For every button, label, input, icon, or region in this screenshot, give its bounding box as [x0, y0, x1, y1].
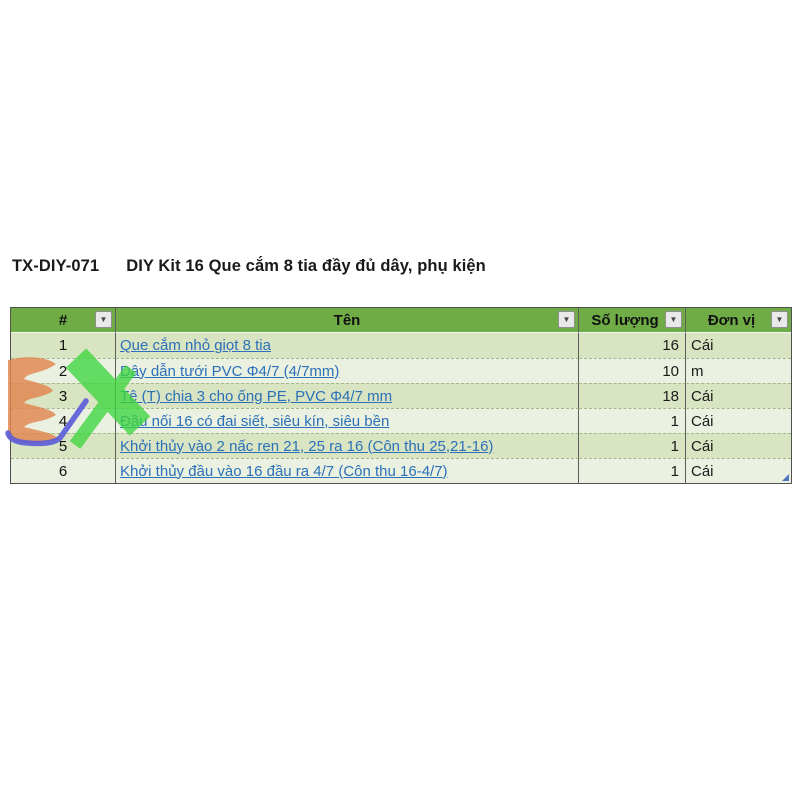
cell-name: Tê (T) chia 3 cho ống PE, PVC Φ4/7 mm — [116, 383, 579, 408]
product-link[interactable]: Khởi thủy đầu vào 16 đầu ra 4/7 (Côn thu… — [120, 462, 448, 480]
table-row: 4 Đầu nối 16 có đai siết, siêu kín, siêu… — [11, 408, 791, 433]
column-header-index: # ▼ — [11, 308, 116, 333]
cell-name: Dây dẫn tưới PVC Φ4/7 (4/7mm) — [116, 358, 579, 383]
table-row: 5 Khởi thủy vào 2 nấc ren 21, 25 ra 16 (… — [11, 433, 791, 458]
cell-name: Que cắm nhỏ giọt 8 tia — [116, 333, 579, 358]
cell-qty: 10 — [579, 358, 686, 383]
cell-index: 2 — [11, 358, 116, 383]
chevron-down-icon: ▼ — [99, 314, 108, 324]
cell-unit: Cái — [686, 458, 791, 483]
table-row: 3 Tê (T) chia 3 cho ống PE, PVC Φ4/7 mm … — [11, 383, 791, 408]
cell-unit: Cái — [686, 333, 791, 358]
cell-unit: Cái — [686, 433, 791, 458]
product-link[interactable]: Que cắm nhỏ giọt 8 tia — [120, 337, 271, 354]
column-header-name-label: Tên — [333, 311, 361, 329]
cell-qty: 16 — [579, 333, 686, 358]
table-row: 1 Que cắm nhỏ giọt 8 tia 16 Cái — [11, 333, 791, 358]
column-header-unit: Đơn vị ▼ — [686, 308, 791, 333]
column-header-qty-label: Số lượng — [591, 311, 659, 329]
page-title: TX-DIY-071 DIY Kit 16 Que cắm 8 tia đầy đ… — [12, 257, 486, 276]
column-header-index-label: # — [58, 311, 68, 329]
cell-unit: Cái — [686, 408, 791, 433]
chevron-down-icon: ▼ — [669, 314, 678, 324]
product-link[interactable]: Dây dẫn tưới PVC Φ4/7 (4/7mm) — [120, 362, 340, 380]
filter-dropdown-button[interactable]: ▼ — [558, 311, 575, 328]
cell-name: Khởi thủy đầu vào 16 đầu ra 4/7 (Côn thu… — [116, 458, 579, 483]
cell-qty: 1 — [579, 433, 686, 458]
table-header-row: # ▼ Tên ▼ Số lượng ▼ Đơn vị ▼ — [11, 308, 791, 333]
product-table: # ▼ Tên ▼ Số lượng ▼ Đơn vị ▼ 1 Que cắm … — [10, 307, 792, 484]
filter-dropdown-button[interactable]: ▼ — [95, 311, 112, 328]
column-header-qty: Số lượng ▼ — [579, 308, 686, 333]
cell-qty: 18 — [579, 383, 686, 408]
filter-dropdown-button[interactable]: ▼ — [665, 311, 682, 328]
chevron-down-icon: ▼ — [775, 314, 784, 324]
table-row: 6 Khởi thủy đầu vào 16 đầu ra 4/7 (Côn t… — [11, 458, 791, 483]
cell-unit: m — [686, 358, 791, 383]
product-link[interactable]: Tê (T) chia 3 cho ống PE, PVC Φ4/7 mm — [120, 387, 393, 405]
cell-index: 1 — [11, 333, 116, 358]
product-link[interactable]: Khởi thủy vào 2 nấc ren 21, 25 ra 16 (Cô… — [120, 437, 494, 455]
cell-qty: 1 — [579, 458, 686, 483]
table-row: 2 Dây dẫn tưới PVC Φ4/7 (4/7mm) 10 m — [11, 358, 791, 383]
product-link[interactable]: Đầu nối 16 có đai siết, siêu kín, siêu b… — [120, 412, 390, 430]
product-code: TX-DIY-071 — [12, 257, 100, 275]
cell-index: 5 — [11, 433, 116, 458]
cell-index: 3 — [11, 383, 116, 408]
cell-unit: Cái — [686, 383, 791, 408]
table-resize-handle[interactable] — [782, 474, 789, 481]
cell-index: 6 — [11, 458, 116, 483]
cell-name: Khởi thủy vào 2 nấc ren 21, 25 ra 16 (Cô… — [116, 433, 579, 458]
product-name-title: DIY Kit 16 Que cắm 8 tia đầy đủ dây, phụ… — [126, 257, 486, 275]
chevron-down-icon: ▼ — [562, 314, 571, 324]
cell-qty: 1 — [579, 408, 686, 433]
filter-dropdown-button[interactable]: ▼ — [771, 311, 788, 328]
column-header-name: Tên ▼ — [116, 308, 579, 333]
cell-index: 4 — [11, 408, 116, 433]
column-header-unit-label: Đơn vị — [707, 311, 756, 329]
cell-name: Đầu nối 16 có đai siết, siêu kín, siêu b… — [116, 408, 579, 433]
